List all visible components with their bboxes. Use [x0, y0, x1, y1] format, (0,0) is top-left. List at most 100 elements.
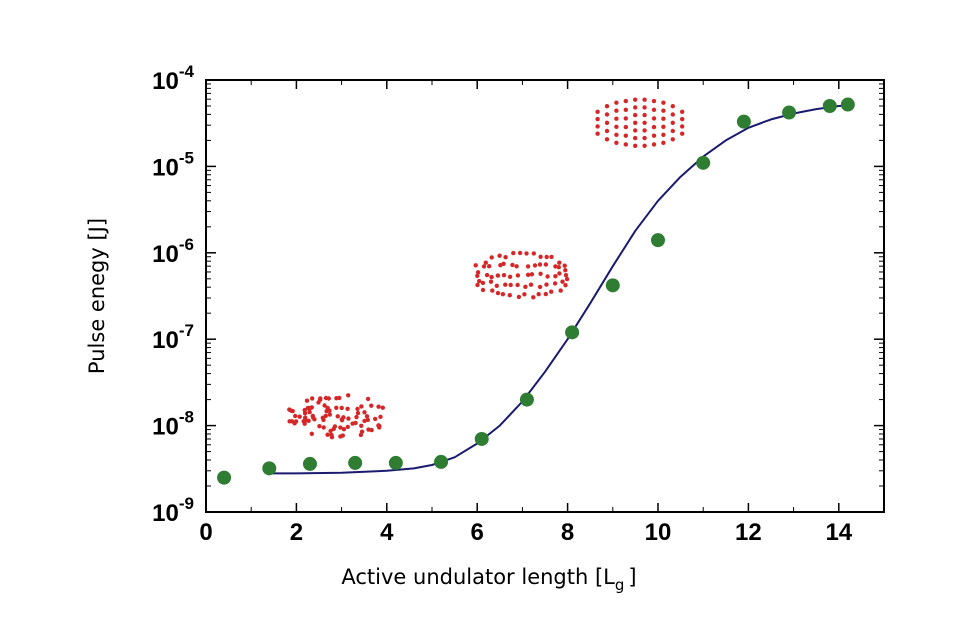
bunch-dot: [537, 284, 543, 290]
bunch-dot: [303, 415, 308, 420]
bunch-dot: [595, 109, 600, 115]
bunch-dot: [524, 251, 529, 256]
electron-bunch-uniform: [287, 393, 385, 440]
bunch-dot: [623, 98, 628, 104]
bunch-dot: [501, 261, 506, 266]
bunch-dot: [326, 396, 331, 401]
bunch-dot: [563, 268, 568, 273]
bunch-dot: [345, 424, 350, 430]
y-tick-label: 10-7: [152, 321, 194, 354]
bunch-dot: [376, 423, 381, 428]
bunch-dot: [614, 132, 619, 137]
bunch-dot: [495, 290, 501, 296]
bunch-dot: [604, 120, 610, 126]
bunch-dot: [483, 260, 488, 265]
measured-points: [217, 97, 855, 485]
bunch-dot: [531, 295, 536, 300]
data-point: [388, 455, 403, 470]
bunch-dot: [514, 264, 519, 269]
data-point: [217, 470, 232, 485]
bunch-dot: [480, 280, 486, 286]
bunch-dot: [560, 279, 565, 284]
data-point: [565, 325, 580, 340]
bunch-dot: [564, 276, 570, 282]
bunch-dot: [508, 282, 513, 288]
bunch-dot: [362, 418, 367, 424]
bunch-dot: [522, 292, 527, 297]
bunch-dot: [477, 278, 482, 284]
data-point: [840, 97, 855, 112]
bunch-dot: [680, 109, 685, 115]
bunch-dot: [531, 251, 536, 256]
y-tick-label: 10-8: [152, 408, 194, 441]
bunch-dot: [510, 262, 515, 268]
x-axis-label: Active undulator length [Lg]: [341, 565, 636, 594]
bunch-dot: [670, 128, 675, 134]
data-point: [302, 456, 317, 471]
bunch-dot: [323, 413, 328, 419]
bunch-dot: [537, 262, 543, 267]
bunch-dot: [297, 414, 302, 419]
bunch-dot: [318, 396, 323, 401]
bunch-dot: [362, 410, 367, 415]
bunch-dot: [661, 108, 666, 113]
bunch-dot: [661, 116, 666, 121]
bunch-dot: [614, 116, 619, 121]
bunch-dot: [490, 288, 495, 293]
fit-curve: [269, 104, 853, 475]
bunch-dot: [327, 412, 332, 417]
bunch-dot: [633, 128, 638, 133]
bunch-dot: [369, 427, 374, 433]
bunch-dot: [604, 128, 610, 134]
x-tick-label: 0: [199, 519, 212, 546]
bunch-dot: [355, 410, 361, 416]
bunch-dot: [321, 425, 326, 430]
x-tick-label: 4: [380, 519, 394, 546]
bunch-dot: [305, 405, 311, 411]
bunch-dot: [553, 274, 558, 279]
bunch-dot: [642, 105, 647, 110]
bunch-dot: [633, 143, 638, 148]
bunch-dot: [304, 398, 310, 403]
bunch-dot: [614, 108, 619, 113]
bunch-dot: [365, 396, 371, 402]
bunch-dot: [623, 124, 628, 130]
bunch-dot: [651, 98, 657, 104]
bunch-dot: [642, 143, 647, 148]
bunch-dot: [642, 97, 647, 102]
bunch-dot: [562, 263, 567, 268]
x-axis: 0 2 4 6 8 10 12 14: [199, 80, 853, 546]
bunch-dot: [324, 409, 329, 414]
bunch-dot: [623, 133, 628, 138]
plot-frame: [205, 79, 885, 513]
bunch-dot: [670, 120, 675, 126]
bunch-dot: [507, 274, 513, 279]
bunch-dot: [633, 135, 638, 141]
bunch-dot: [329, 435, 335, 440]
bunch-dot: [633, 120, 638, 126]
bunch-dot: [614, 124, 619, 129]
bunch-dot: [293, 419, 299, 424]
bunch-dot: [503, 255, 508, 260]
y-tick-label: 10-9: [152, 494, 194, 527]
bunch-dot: [525, 264, 531, 269]
bunch-dot: [484, 272, 490, 278]
bunch-dot: [651, 116, 657, 121]
bunch-dot: [515, 282, 520, 288]
bunch-dot: [680, 124, 685, 129]
bunch-dot: [651, 124, 657, 130]
bunch-dot: [604, 112, 610, 117]
bunch-dot: [481, 264, 487, 269]
bunch-dot: [341, 427, 347, 432]
bunch-dot: [517, 250, 523, 256]
bunch-dot: [651, 107, 657, 113]
bunch-dot: [545, 274, 550, 279]
bunch-illustrations: [287, 97, 685, 440]
bunch-dot: [595, 124, 600, 129]
bunch-dot: [365, 417, 370, 423]
bunch-dot: [623, 142, 628, 147]
bunch-dot: [338, 425, 343, 430]
data-point: [474, 431, 489, 446]
bunch-dot: [489, 274, 494, 280]
bunch-dot: [553, 264, 558, 269]
